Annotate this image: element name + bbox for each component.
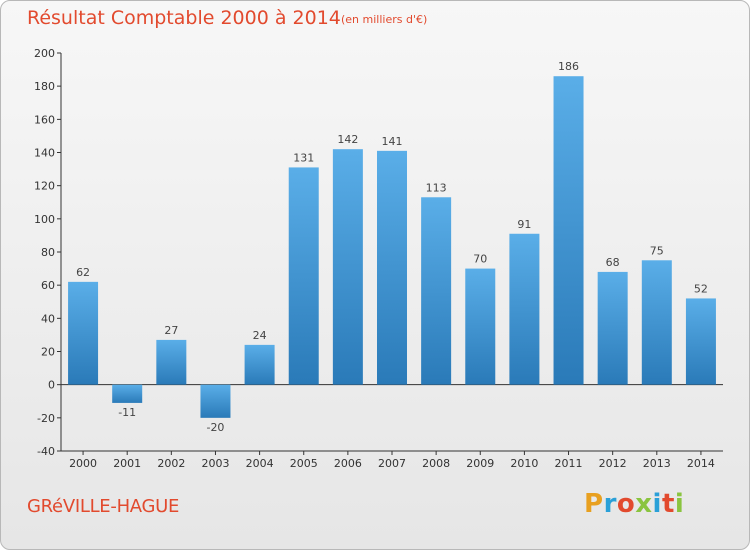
- x-tick-label: 2011: [555, 457, 583, 470]
- x-tick-label: 2002: [157, 457, 185, 470]
- x-tick-label: 2004: [246, 457, 274, 470]
- data-label: -11: [118, 406, 136, 419]
- y-tick-label: 200: [34, 47, 55, 60]
- logo-letter: i: [674, 489, 685, 519]
- x-tick-label: 2001: [113, 457, 141, 470]
- bar-2014: [685, 298, 716, 385]
- y-tick-label: 60: [41, 279, 55, 292]
- data-label: 91: [517, 218, 531, 231]
- logo-letter: x: [635, 489, 653, 519]
- data-label: 24: [253, 329, 267, 342]
- x-tick-label: 2010: [510, 457, 538, 470]
- logo-letter: i: [652, 489, 662, 519]
- data-label: 75: [650, 244, 664, 257]
- x-tick-label: 2008: [422, 457, 450, 470]
- bar-2002: [156, 339, 187, 385]
- bar-2006: [332, 149, 363, 385]
- y-tick-label: 180: [34, 80, 55, 93]
- data-label: -20: [206, 421, 224, 434]
- bar-2009: [465, 268, 496, 385]
- x-tick-label: 2014: [687, 457, 715, 470]
- bar-2012: [597, 271, 628, 385]
- y-tick-label: 40: [41, 312, 55, 325]
- bar-2013: [641, 260, 672, 385]
- y-tick-label: 100: [34, 213, 55, 226]
- bar-2001: [112, 384, 143, 403]
- logo-letter: P: [584, 489, 604, 519]
- data-label: 70: [473, 253, 487, 266]
- proxiti-logo[interactable]: Proxiti: [584, 489, 684, 519]
- bar-2010: [509, 233, 540, 385]
- logo-letter: t: [661, 489, 675, 519]
- logo-letter: o: [616, 489, 636, 519]
- logo-letter: r: [603, 489, 617, 519]
- data-label: 62: [76, 266, 90, 279]
- data-label: 68: [606, 256, 620, 269]
- y-tick-label: 120: [34, 180, 55, 193]
- data-label: 131: [293, 151, 314, 164]
- x-tick-label: 2000: [69, 457, 97, 470]
- bar-2000: [68, 281, 99, 385]
- data-label: 141: [382, 135, 403, 148]
- bar-2004: [244, 344, 275, 385]
- data-label: 113: [426, 181, 447, 194]
- y-tick-label: 20: [41, 346, 55, 359]
- y-tick-label: 160: [34, 113, 55, 126]
- data-label: 27: [164, 324, 178, 337]
- bar-2003: [200, 384, 231, 418]
- data-label: 186: [558, 60, 579, 73]
- y-tick-label: 0: [48, 379, 55, 392]
- x-tick-label: 2012: [599, 457, 627, 470]
- chart-title: Résultat Comptable 2000 à 2014: [27, 7, 341, 29]
- bar-2011: [553, 76, 584, 385]
- bar-2007: [377, 150, 407, 385]
- data-label: 142: [337, 133, 358, 146]
- x-tick-label: 2013: [643, 457, 671, 470]
- x-tick-label: 2006: [334, 457, 362, 470]
- bar-2005: [288, 167, 319, 385]
- chart-subtitle: (en milliers d'€): [341, 13, 428, 26]
- commune-name: GRéVILLE-HAGUE: [27, 496, 180, 517]
- data-label: 52: [694, 282, 708, 295]
- y-tick-label: 80: [41, 246, 55, 259]
- x-tick-label: 2005: [290, 457, 318, 470]
- x-tick-label: 2003: [201, 457, 229, 470]
- y-tick-label: 140: [34, 147, 55, 160]
- y-tick-label: -40: [37, 445, 55, 458]
- x-tick-label: 2009: [466, 457, 494, 470]
- y-tick-label: -20: [37, 412, 55, 425]
- x-tick-label: 2007: [378, 457, 406, 470]
- bar-2008: [421, 197, 452, 385]
